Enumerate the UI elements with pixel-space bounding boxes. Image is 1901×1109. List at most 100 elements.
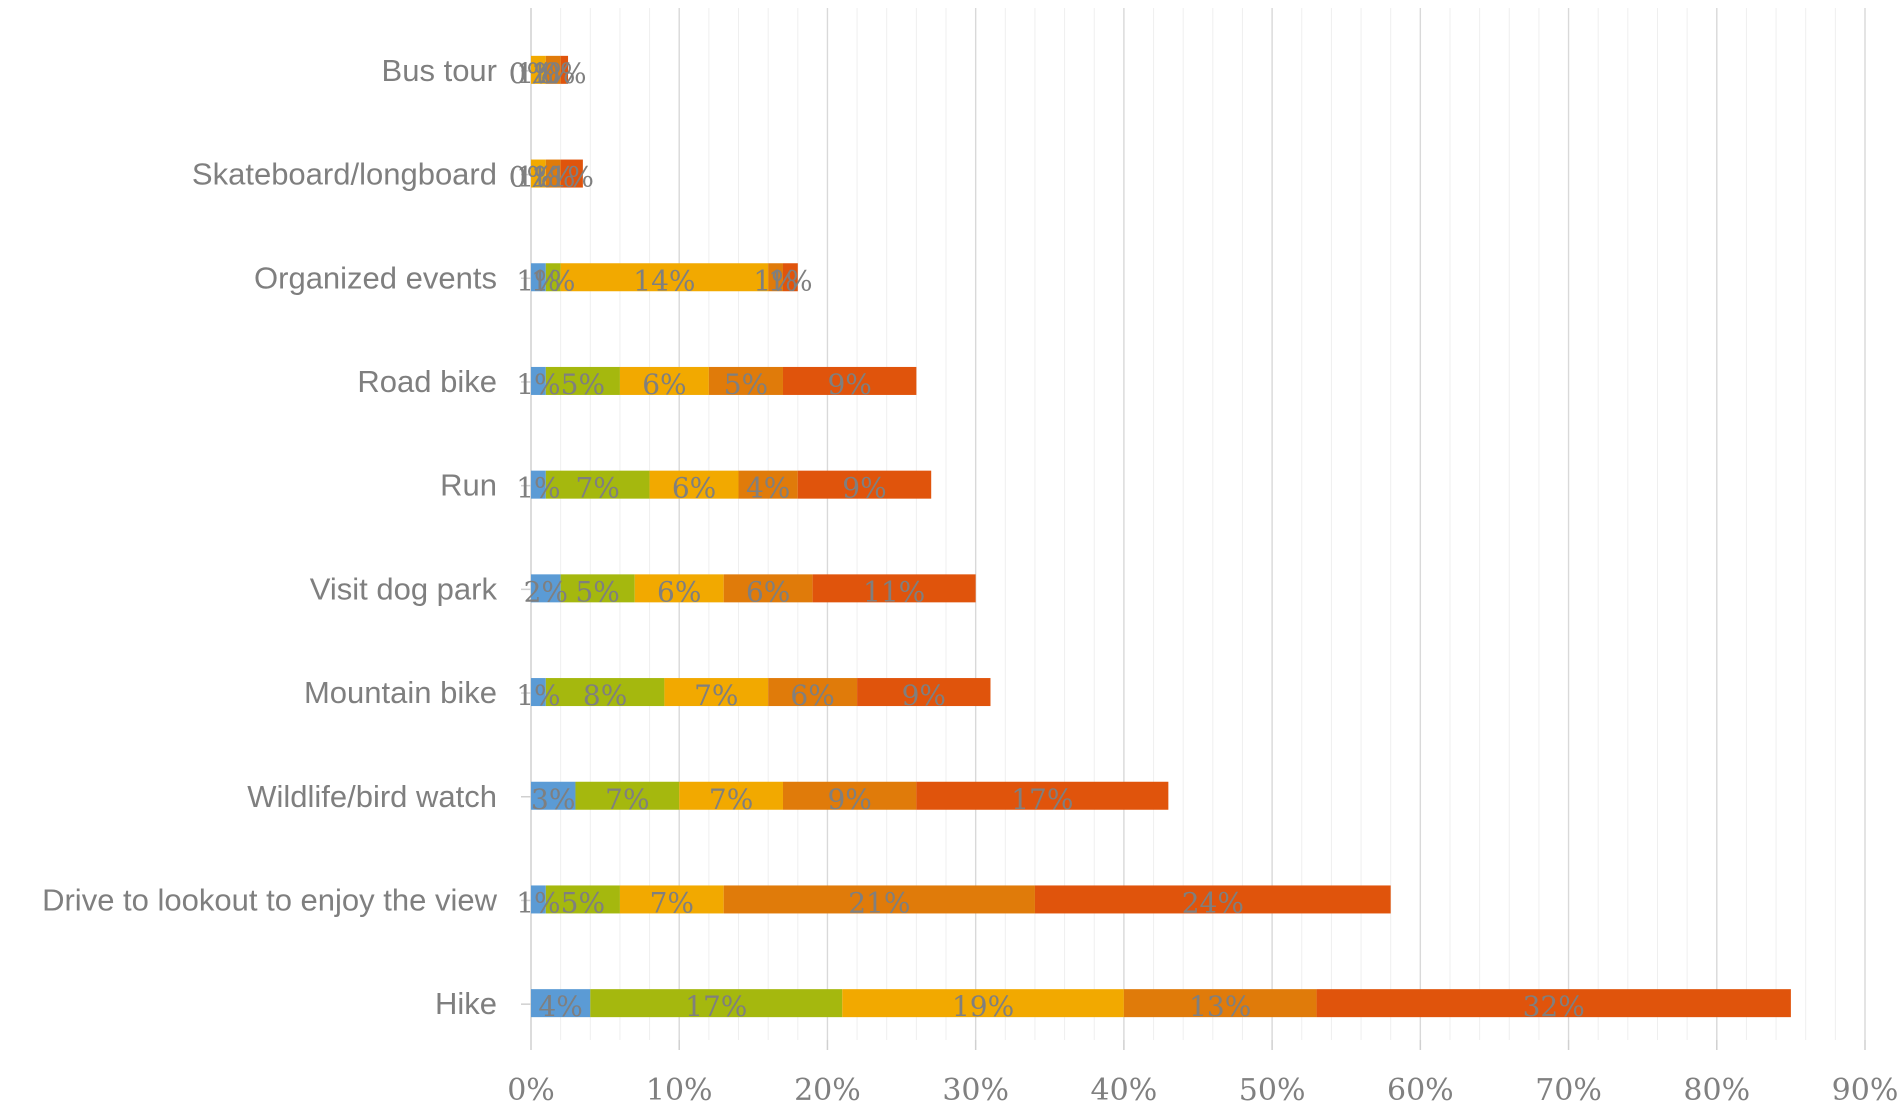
data-label: 1%	[516, 679, 560, 712]
data-label: 32%	[1523, 990, 1585, 1023]
bar-segment	[619, 885, 724, 914]
bar-segment	[768, 678, 858, 707]
bar-segment	[545, 159, 561, 188]
data-label: 7%	[694, 679, 738, 712]
data-label: 8%	[583, 679, 627, 712]
bar-segment	[560, 55, 569, 84]
data-label: 1%	[768, 264, 812, 297]
bar-segment	[545, 678, 665, 707]
x-tick-label: 0%	[507, 1073, 555, 1108]
category-label: Mountain bike	[304, 675, 497, 710]
x-tick-label: 90%	[1832, 1073, 1899, 1108]
data-label: 0%	[509, 57, 553, 90]
bar-segment	[782, 366, 917, 395]
data-label: 0%	[542, 57, 586, 90]
data-label: 19%	[952, 990, 1014, 1023]
data-label: 13%	[1189, 990, 1251, 1023]
bar-segment	[768, 263, 783, 292]
data-label: 17%	[685, 990, 747, 1023]
bar-segment	[1123, 989, 1317, 1018]
bar-segment	[723, 885, 1035, 914]
data-label: 1%	[531, 57, 575, 90]
data-label: 2%	[524, 575, 568, 608]
data-label: 9%	[827, 368, 871, 401]
data-label: 0%	[509, 57, 553, 90]
category-label: Visit dog park	[310, 571, 498, 606]
data-label: 7%	[605, 783, 649, 816]
x-tick-label: 80%	[1683, 1073, 1750, 1108]
x-tick-label: 10%	[646, 1073, 713, 1108]
bar-segment	[782, 263, 798, 292]
data-label: 1%	[516, 886, 560, 919]
bar-segment	[679, 781, 783, 810]
bar-segment	[545, 366, 620, 395]
bar-segment	[560, 263, 769, 292]
data-label: 5%	[561, 886, 605, 919]
bar-segment	[649, 470, 739, 499]
data-label: 3%	[531, 783, 575, 816]
data-label: 17%	[1011, 783, 1073, 816]
category-label: Organized events	[254, 260, 497, 295]
data-label: 14%	[633, 264, 695, 297]
bar-segment	[738, 470, 798, 499]
data-label: 1%	[531, 264, 575, 297]
bar-segment	[664, 678, 769, 707]
category-label: Road bike	[357, 364, 497, 399]
data-label: 0%	[509, 161, 553, 194]
x-tick-label: 70%	[1535, 1073, 1602, 1108]
data-label: 1%	[516, 57, 560, 90]
bar-segment	[531, 781, 576, 810]
data-label: 4%	[538, 990, 582, 1023]
bar-segment	[531, 678, 546, 707]
category-labels: Bus tour Skateboard/longboard Organized ev…	[42, 53, 498, 1021]
bars	[531, 55, 1791, 1018]
category-label: Skateboard/longboard	[192, 157, 497, 192]
data-label: 9%	[902, 679, 946, 712]
category-label: Hike	[435, 986, 497, 1021]
data-label: 6%	[657, 575, 701, 608]
data-label: 1%	[516, 472, 560, 505]
bar-segment	[590, 989, 843, 1018]
category-label: Wildlife/bird watch	[247, 779, 497, 814]
data-label: 6%	[672, 472, 716, 505]
x-tick-label: 60%	[1387, 1073, 1454, 1108]
category-label: Run	[440, 468, 497, 503]
data-label: 24%	[1182, 886, 1244, 919]
bar-segment	[531, 885, 546, 914]
bar-segment	[916, 781, 1169, 810]
x-tick-label: 50%	[1239, 1073, 1306, 1108]
bar-segment	[723, 574, 813, 603]
bar-segment	[857, 678, 991, 707]
bar-segment	[531, 263, 546, 292]
category-label: Bus tour	[382, 53, 497, 88]
bar-segment	[575, 781, 680, 810]
data-label: 21%	[848, 886, 910, 919]
data-label: 5%	[561, 368, 605, 401]
data-label: 9%	[842, 472, 886, 505]
x-tick-label: 40%	[1091, 1073, 1158, 1108]
bar-segment	[531, 574, 561, 603]
data-labels: 0%0%1%1%0%0%0%1%1%1%1%1% 14% 1%1%1% 5% 6% 5% 9…	[509, 57, 1585, 1023]
data-label: 1%	[753, 264, 797, 297]
bar-segment	[560, 159, 583, 188]
bar-segment	[545, 55, 561, 84]
bar-segment	[1034, 885, 1391, 914]
bar-segment	[545, 885, 620, 914]
data-label: 1%	[516, 161, 560, 194]
data-label: 7%	[709, 783, 753, 816]
bar-segment	[531, 470, 546, 499]
data-label: 4%	[746, 472, 790, 505]
data-label: 1%	[550, 161, 594, 194]
bar-segment	[782, 781, 917, 810]
bar-segment	[531, 159, 546, 188]
bar-segment	[531, 366, 546, 395]
bar-segment	[812, 574, 976, 603]
x-tick-label: 30%	[942, 1073, 1009, 1108]
data-label: 6%	[746, 575, 790, 608]
bar-segment	[797, 470, 932, 499]
data-label: 5%	[575, 575, 619, 608]
bar-segment	[619, 366, 709, 395]
bar-segment	[545, 470, 650, 499]
bar-segment	[708, 366, 783, 395]
bar-segment	[634, 574, 724, 603]
